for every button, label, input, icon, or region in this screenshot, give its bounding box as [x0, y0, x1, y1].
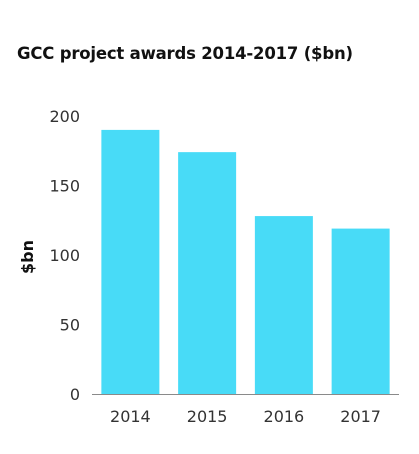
- y-tick-label: 100: [49, 246, 80, 265]
- y-axis-ticks: 0 50 100 150 200: [49, 107, 80, 404]
- y-tick-label: 50: [60, 316, 80, 335]
- x-tick-label: 2014: [110, 407, 151, 426]
- bar-2014: [101, 129, 160, 394]
- x-axis-ticks: 2014 2015 2016 2017: [110, 407, 381, 426]
- y-tick-label: 0: [70, 385, 80, 404]
- chart-title: GCC project awards 2014-2017 ($bn): [17, 44, 353, 63]
- bar-2015: [178, 152, 237, 394]
- y-tick-label: 200: [49, 107, 80, 126]
- x-tick-label: 2017: [340, 407, 381, 426]
- x-tick-label: 2015: [187, 407, 228, 426]
- bars: [101, 129, 390, 394]
- y-tick-label: 150: [49, 177, 80, 196]
- x-tick-label: 2016: [264, 407, 305, 426]
- y-axis-label: $bn: [18, 240, 37, 274]
- bar-2016: [254, 216, 313, 394]
- bar-2017: [331, 228, 390, 394]
